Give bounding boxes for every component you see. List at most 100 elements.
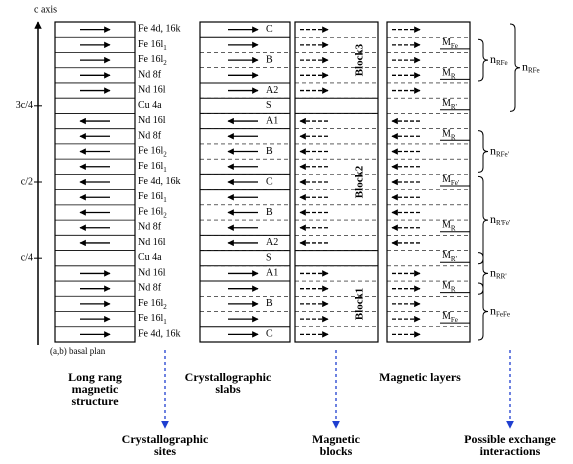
slab-label: C — [266, 24, 273, 35]
brace — [477, 38, 489, 82]
interaction-label-main: n — [490, 143, 496, 157]
site-label-main: Nd 16l — [138, 85, 166, 96]
slab-label: S — [266, 252, 272, 263]
layer-label-sub: Fe' — [451, 179, 459, 187]
layer-label: MR' — [442, 98, 457, 110]
layer-label-sub: R — [451, 224, 456, 232]
column-heading-line: structure — [71, 394, 119, 408]
slab-label: A2 — [266, 85, 278, 96]
site-label-sub: 2 — [163, 211, 167, 219]
interaction-label-main: n — [522, 59, 528, 73]
site-label-main: Nd 8f — [138, 283, 162, 294]
interaction-label-main: n — [490, 212, 496, 226]
site-label-sub: 1 — [163, 165, 167, 173]
layer-label-sub: R' — [451, 255, 457, 263]
slab-label: A1 — [266, 115, 278, 126]
site-label: Nd 8f — [138, 70, 162, 81]
layer-label-main: M — [442, 129, 451, 140]
site-label: Fe 16l1 — [138, 161, 167, 173]
interaction-label-sub: RFe' — [496, 150, 509, 158]
interaction-label: nRFe' — [490, 143, 509, 158]
column-heading: Crystallographic slabs — [185, 370, 272, 396]
site-label-main: Fe 4d, 16k — [138, 329, 181, 340]
site-label: Nd 16l — [138, 115, 166, 126]
column-box — [54, 21, 136, 343]
interaction-label-main: n — [490, 265, 496, 279]
output-label-line: sites — [154, 444, 176, 458]
site-label: Fe 4d, 16k — [138, 329, 181, 340]
brace — [477, 130, 489, 173]
site-label-sub: 2 — [163, 303, 167, 311]
axis-tick-label: c/4 — [21, 252, 33, 263]
site-label: Fe 16l2 — [138, 54, 167, 66]
output-label-line: Possible exchange — [464, 432, 556, 446]
site-label-main: Fe 16l — [138, 161, 164, 172]
site-label: Nd 16l — [138, 268, 166, 279]
site-label: Fe 4d, 16k — [138, 24, 181, 35]
interaction-label: nFeFe — [490, 303, 510, 318]
site-label-sub: 1 — [163, 196, 167, 204]
site-label-main: Fe 4d, 16k — [138, 24, 181, 35]
site-label: Fe 16l2 — [138, 146, 167, 158]
brace — [509, 23, 521, 112]
site-label: Fe 16l1 — [138, 192, 167, 204]
interaction-label: nR'Fe' — [490, 212, 510, 227]
column-heading-line: Long rang — [68, 370, 122, 384]
site-label: Fe 16l2 — [138, 298, 167, 310]
slab-label: A2 — [266, 237, 278, 248]
slab-label: S — [266, 100, 272, 111]
interaction-label-sub: RR' — [496, 272, 507, 280]
layer-label: MR — [442, 129, 456, 141]
layer-label-main: M — [442, 37, 451, 48]
layer-label-sub: R — [451, 133, 456, 141]
site-label: Nd 8f — [138, 131, 162, 142]
site-label-main: Fe 16l — [138, 313, 164, 324]
output-label: Magnetic blocks — [312, 432, 361, 458]
layer-label-main: M — [442, 68, 451, 79]
site-label-main: Nd 16l — [138, 237, 166, 248]
layer-label-main: M — [442, 311, 451, 322]
layer-label: MR — [442, 281, 456, 293]
site-label-main: Fe 16l — [138, 298, 164, 309]
column-box — [199, 21, 291, 343]
column-box — [294, 21, 379, 343]
layer-label-sub: Fe — [451, 41, 458, 49]
site-label: Fe 16l2 — [138, 207, 167, 219]
layer-label-main: M — [442, 220, 451, 231]
layer-label-main: M — [442, 98, 451, 109]
brace — [477, 282, 489, 341]
brace — [477, 175, 489, 265]
layer-label-main: M — [442, 174, 451, 185]
axis-tick-label: 3c/4 — [16, 100, 33, 111]
site-label: Nd 8f — [138, 283, 162, 294]
column-heading: Magnetic layers — [379, 370, 461, 384]
site-label: Cu 4a — [138, 100, 162, 111]
slab-label: B — [266, 146, 273, 157]
interaction-label: nRFe — [522, 59, 540, 74]
layer-label: MR' — [442, 250, 457, 262]
slab-label: B — [266, 54, 273, 65]
basal-label: (a,b) basal plan — [50, 346, 106, 356]
output-label-line: interactions — [480, 444, 541, 458]
site-label-main: Nd 16l — [138, 115, 166, 126]
layer-label-sub: R' — [451, 102, 457, 110]
site-label: Nd 8f — [138, 222, 162, 233]
interaction-label-sub: R'Fe' — [496, 219, 510, 227]
slab-label: C — [266, 176, 273, 187]
block-label: Block1 — [354, 288, 366, 320]
site-label-main: Fe 16l — [138, 39, 164, 50]
interaction-label: nRR' — [490, 265, 507, 280]
output-label-line: Crystallographic — [122, 432, 209, 446]
site-label-main: Nd 16l — [138, 268, 166, 279]
column-heading-line: magnetic — [72, 382, 119, 396]
site-label: Fe 4d, 16k — [138, 176, 181, 187]
site-label-main: Fe 16l — [138, 207, 164, 218]
site-label: Fe 16l1 — [138, 39, 167, 51]
column-heading-line: slabs — [215, 382, 241, 396]
site-label: Nd 16l — [138, 237, 166, 248]
interaction-label-sub: RFe — [496, 59, 508, 67]
output-label-line: Magnetic — [312, 432, 361, 446]
site-label-main: Nd 8f — [138, 131, 162, 142]
layer-label-sub: Fe — [451, 316, 458, 324]
